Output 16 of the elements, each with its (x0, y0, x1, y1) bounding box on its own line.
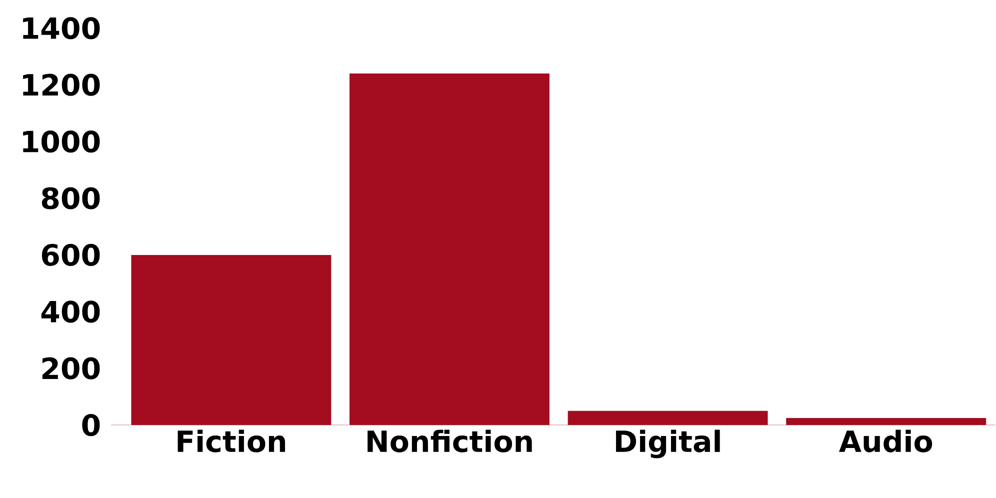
bar (131, 254, 332, 426)
x-tick-label: Audio (839, 430, 932, 452)
y-tick-label: 1200 (23, 74, 100, 96)
y-tick-label: 0 (82, 414, 100, 436)
bar (568, 410, 768, 426)
x-tick-label: Nonfiction (368, 430, 532, 452)
y-tick-label: 200 (42, 357, 100, 380)
y-tick-label: 1400 (23, 17, 100, 40)
x-tick-label: Fiction (178, 430, 286, 452)
y-tick-label: 1000 (23, 130, 100, 153)
bar (786, 418, 986, 426)
x-tick-label: Digital (616, 430, 720, 458)
y-tick-label: 400 (41, 300, 100, 323)
bar (350, 74, 550, 426)
y-tick-label: 600 (42, 244, 100, 266)
y-tick-label: 800 (42, 187, 100, 210)
